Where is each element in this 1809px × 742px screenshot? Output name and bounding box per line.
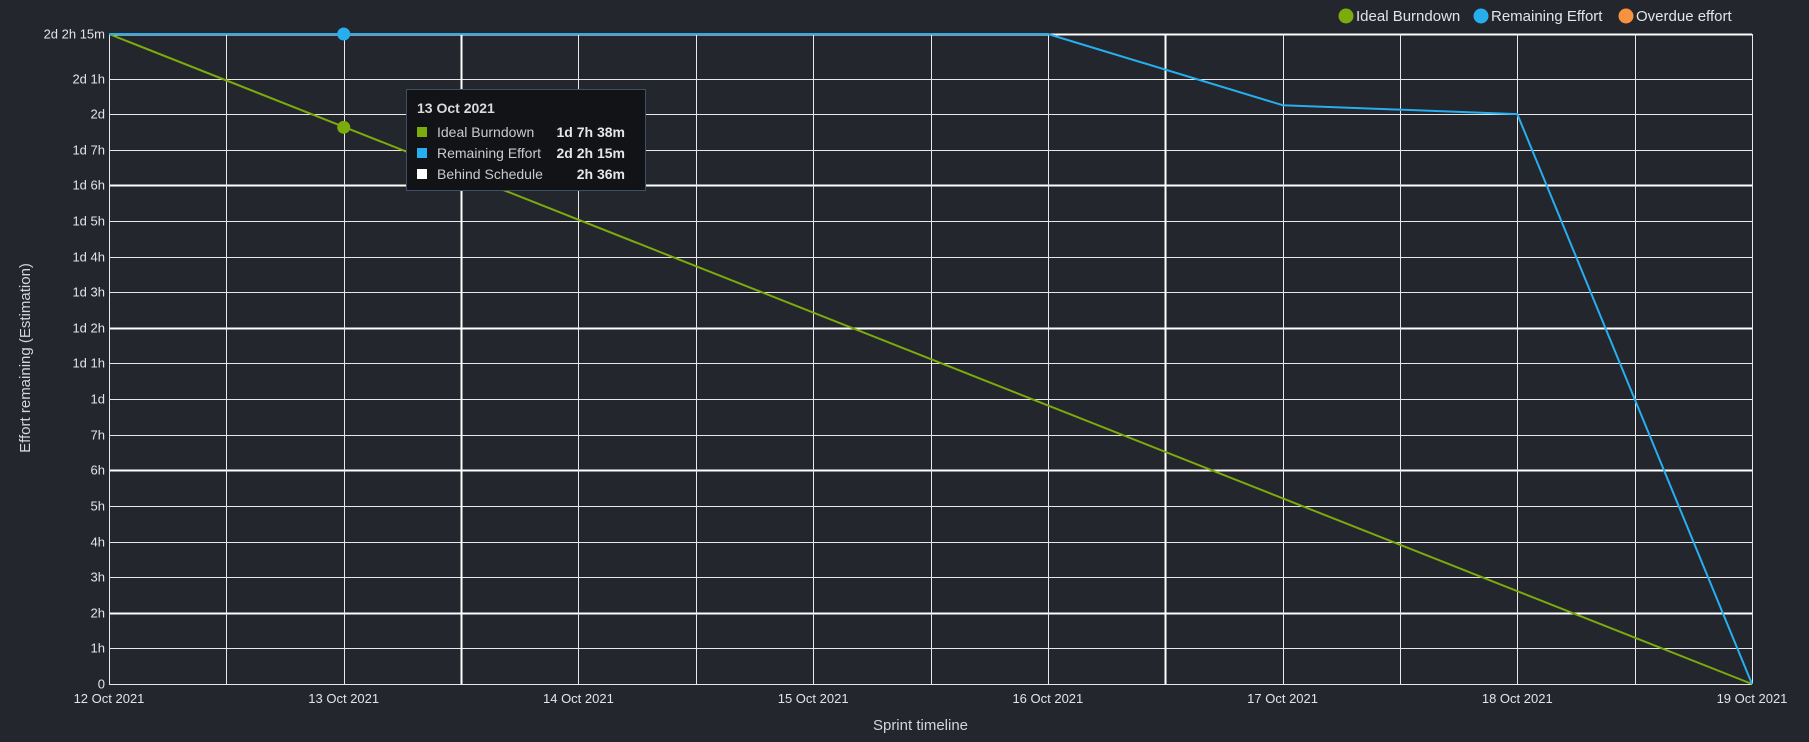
hover-point <box>337 27 351 41</box>
x-tick-label: 19 Oct 2021 <box>1717 691 1788 706</box>
tooltip-row-name: Remaining Effort <box>437 144 542 161</box>
tooltip-title: 13 Oct 2021 <box>417 100 495 116</box>
y-tick-label: 1d 5h <box>72 214 105 229</box>
hover-markers <box>337 27 351 134</box>
y-tick-label: 2d 2h 15m <box>44 27 105 42</box>
y-axis-title: Effort remaining (Estimation) <box>17 263 34 453</box>
tooltip-row: Behind Schedule 2h 36m <box>417 163 635 184</box>
grid <box>109 33 1753 685</box>
legend-item: Overdue effort <box>1618 8 1732 25</box>
legend-marker <box>1338 8 1354 24</box>
y-tick-label: 2h <box>91 606 105 621</box>
x-tick-label: 14 Oct 2021 <box>543 691 614 706</box>
legend-label: Ideal Burndown <box>1356 8 1460 25</box>
y-tick-label: 2d 1h <box>72 72 105 87</box>
series <box>108 33 1753 685</box>
tooltip-row-value: 2d 2h 15m <box>556 144 625 161</box>
x-tick-label: 15 Oct 2021 <box>778 691 849 706</box>
y-tick-label: 6h <box>91 463 105 478</box>
tooltip-row-value: 2h 36m <box>576 165 625 182</box>
y-tick-label: 2d <box>91 107 105 122</box>
y-tick-label: 1d 7h <box>72 143 105 158</box>
legend-item: Ideal Burndown <box>1338 8 1460 25</box>
x-axis-title: Sprint timeline <box>873 717 968 734</box>
y-tick-label: 4h <box>91 535 105 550</box>
y-tick-label: 1d 2h <box>72 321 105 336</box>
x-axis-ticks: 12 Oct 2021 13 Oct 2021 14 Oct 2021 15 Oct … <box>74 691 1788 706</box>
tooltip-row-name: Behind Schedule <box>437 165 543 182</box>
y-axis-ticks: 0 1h 2h 3h 4h 5h 6h 7h 1d 1d 1h 1d 2h 1d 3h 1d 4h 1d … <box>44 27 105 692</box>
x-tick-label: 16 Oct 2021 <box>1012 691 1083 706</box>
legend-marker <box>1618 8 1634 24</box>
y-tick-label: 1d 3h <box>72 285 105 300</box>
legend-label: Overdue effort <box>1636 8 1732 25</box>
tooltip-row: Remaining Effort 2d 2h 15m <box>417 142 635 163</box>
tooltip-swatch-ideal <box>417 126 427 137</box>
y-tick-label: 1h <box>91 641 105 656</box>
y-tick-label: 7h <box>91 428 105 443</box>
hover-point <box>337 120 351 134</box>
tooltip-swatch-remaining <box>417 147 427 158</box>
tooltip-row-name: Ideal Burndown <box>437 123 535 140</box>
y-tick-label: 1d 4h <box>72 250 105 265</box>
y-tick-label: 0 <box>98 677 105 692</box>
y-tick-label: 1d <box>91 392 105 407</box>
x-tick-label: 12 Oct 2021 <box>74 691 145 706</box>
legend-item: Remaining Effort <box>1473 8 1603 25</box>
y-tick-label: 5h <box>91 499 105 514</box>
x-tick-label: 18 Oct 2021 <box>1482 691 1553 706</box>
x-tick-label: 17 Oct 2021 <box>1247 691 1318 706</box>
series-line-1 <box>109 33 1753 685</box>
y-tick-label: 3h <box>91 570 105 585</box>
series-line-0 <box>108 33 1753 685</box>
legend-label: Remaining Effort <box>1491 8 1603 25</box>
tooltip-row-value: 1d 7h 38m <box>556 123 625 140</box>
y-tick-label: 1d 6h <box>72 178 105 193</box>
legend-marker <box>1473 8 1489 24</box>
legend: Ideal Burndown Remaining Effort Overdue ef… <box>1338 8 1732 25</box>
tooltip-swatch-behind <box>417 168 427 179</box>
chart-tooltip: 13 Oct 2021 Ideal Burndown 1d 7h 38m Rem… <box>406 89 646 191</box>
x-tick-label: 13 Oct 2021 <box>308 691 379 706</box>
y-tick-label: 1d 1h <box>72 356 105 371</box>
tooltip-row: Ideal Burndown 1d 7h 38m <box>417 121 635 142</box>
